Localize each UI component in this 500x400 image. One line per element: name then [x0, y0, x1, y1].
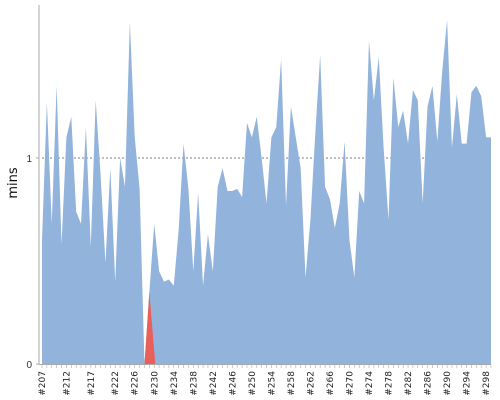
x-tick-label: #207	[38, 371, 48, 396]
highlight-mark	[144, 291, 156, 364]
x-tick-label: #230	[150, 371, 160, 396]
tick-label-layer: 0 1 #207 #212 #217 #222 #226 #230 #234 #238 #242 #2…	[26, 154, 492, 396]
x-tick-label: #274	[365, 371, 375, 396]
x-tick-label: #278	[385, 371, 395, 396]
y-axis-title: mins	[6, 167, 21, 199]
x-tick-label: #294	[463, 371, 473, 396]
x-tick-label: #250	[248, 371, 258, 396]
x-tick-label: #222	[111, 371, 121, 396]
x-tick-label: #282	[404, 371, 414, 396]
x-tick-label: #298	[482, 371, 492, 396]
x-tick-label: #258	[287, 371, 297, 396]
x-tick-label: #270	[346, 371, 356, 396]
x-tick-label: #242	[209, 371, 219, 396]
x-tick-label: #262	[306, 371, 316, 396]
x-tick-label: #286	[424, 371, 434, 396]
x-tick-label: #226	[131, 371, 141, 396]
x-tick-label: #254	[267, 371, 277, 396]
x-tick-label: #238	[189, 371, 199, 396]
x-tick-label: #234	[170, 371, 180, 396]
series-area	[42, 19, 491, 364]
x-tick-label: #290	[443, 371, 453, 396]
y-tick-label: 0	[26, 360, 32, 371]
x-tick-label: #266	[326, 371, 336, 396]
x-tick-label: #217	[87, 371, 97, 396]
x-tick-label: #212	[62, 371, 72, 396]
y-tick-label: 1	[26, 154, 32, 165]
x-tick-label: #246	[228, 371, 238, 396]
highlight-layer	[144, 291, 156, 364]
series-area-layer	[42, 19, 491, 364]
axis-layer	[36, 5, 492, 368]
